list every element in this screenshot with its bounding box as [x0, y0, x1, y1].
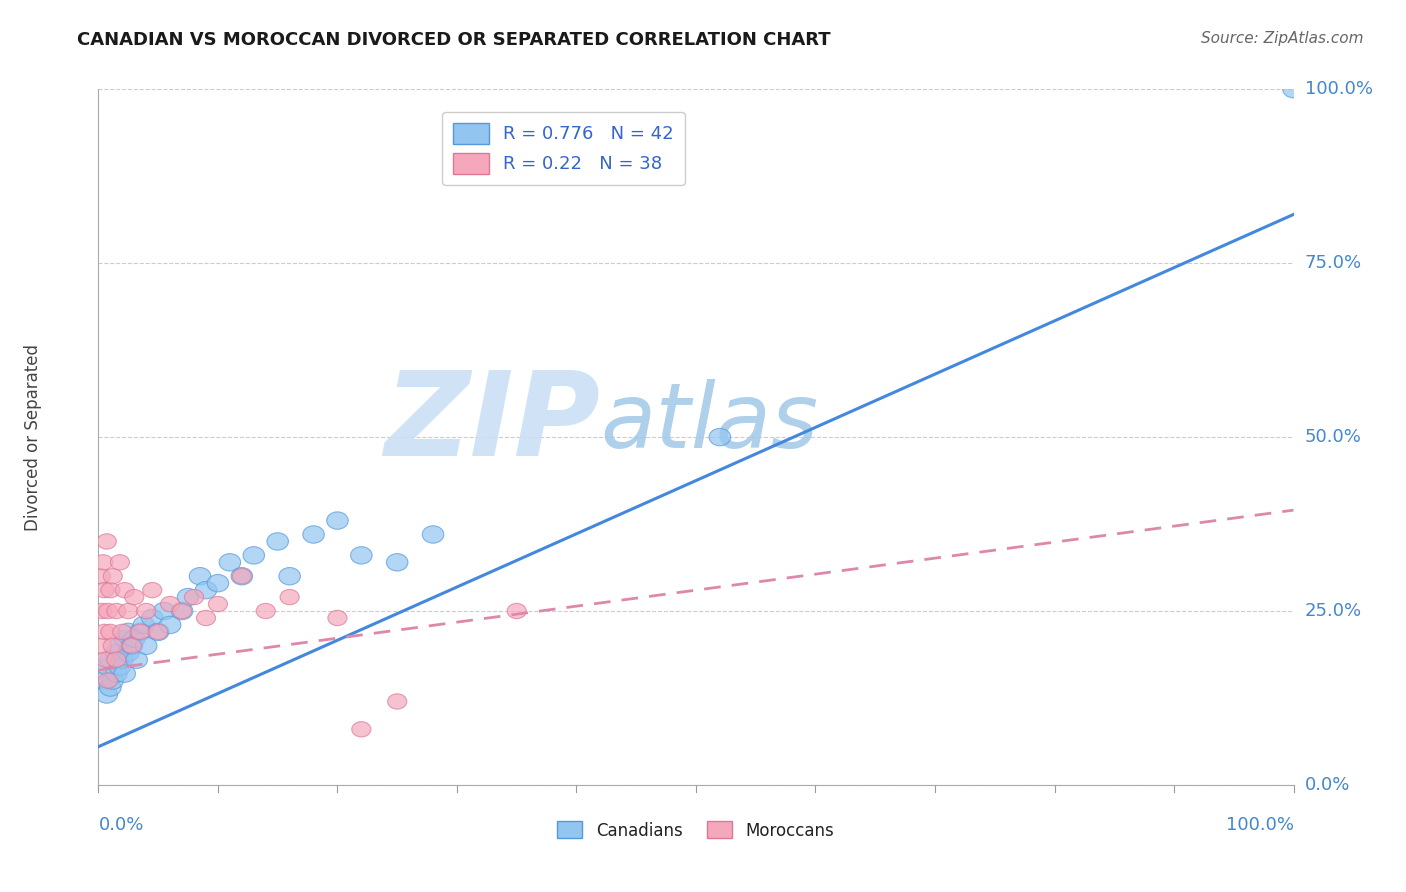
Ellipse shape — [326, 512, 349, 529]
Ellipse shape — [160, 597, 180, 612]
Ellipse shape — [302, 525, 325, 543]
Ellipse shape — [173, 603, 191, 619]
Ellipse shape — [107, 603, 127, 619]
Ellipse shape — [115, 582, 135, 598]
Ellipse shape — [135, 637, 157, 655]
Ellipse shape — [197, 610, 215, 625]
Ellipse shape — [422, 525, 444, 543]
Ellipse shape — [103, 568, 122, 584]
Ellipse shape — [101, 582, 120, 598]
Ellipse shape — [207, 574, 229, 592]
Text: ZIP: ZIP — [384, 366, 600, 481]
Ellipse shape — [110, 637, 131, 655]
Text: 100.0%: 100.0% — [1226, 815, 1294, 833]
Ellipse shape — [105, 644, 127, 662]
Text: Source: ZipAtlas.com: Source: ZipAtlas.com — [1201, 31, 1364, 46]
Ellipse shape — [129, 624, 150, 640]
Ellipse shape — [111, 651, 134, 668]
Ellipse shape — [267, 533, 288, 550]
Ellipse shape — [159, 616, 181, 633]
Ellipse shape — [134, 616, 155, 633]
Ellipse shape — [98, 673, 118, 689]
Ellipse shape — [125, 590, 143, 605]
Ellipse shape — [352, 722, 371, 737]
Ellipse shape — [1282, 80, 1305, 98]
Ellipse shape — [208, 597, 228, 612]
Ellipse shape — [195, 582, 217, 599]
Text: 50.0%: 50.0% — [1305, 428, 1361, 446]
Ellipse shape — [350, 547, 373, 564]
Ellipse shape — [142, 582, 162, 598]
Text: 0.0%: 0.0% — [1305, 776, 1350, 794]
Ellipse shape — [103, 672, 124, 690]
Ellipse shape — [118, 603, 138, 619]
Ellipse shape — [94, 672, 115, 690]
Ellipse shape — [153, 602, 174, 620]
Ellipse shape — [328, 610, 347, 625]
Text: CANADIAN VS MOROCCAN DIVORCED OR SEPARATED CORRELATION CHART: CANADIAN VS MOROCCAN DIVORCED OR SEPARAT… — [77, 31, 831, 49]
Ellipse shape — [148, 624, 169, 640]
Ellipse shape — [280, 590, 299, 605]
Ellipse shape — [231, 567, 253, 585]
Ellipse shape — [111, 555, 129, 570]
Ellipse shape — [256, 603, 276, 619]
Ellipse shape — [94, 582, 114, 598]
Ellipse shape — [177, 589, 198, 606]
Ellipse shape — [100, 651, 121, 668]
Ellipse shape — [100, 679, 121, 697]
Text: atlas: atlas — [600, 379, 818, 467]
Ellipse shape — [172, 602, 193, 620]
Ellipse shape — [232, 568, 252, 584]
Ellipse shape — [131, 624, 150, 640]
Ellipse shape — [93, 603, 111, 619]
Text: 0.0%: 0.0% — [98, 815, 143, 833]
Ellipse shape — [387, 554, 408, 571]
Ellipse shape — [278, 567, 301, 585]
Ellipse shape — [94, 624, 114, 640]
Ellipse shape — [388, 694, 406, 709]
Ellipse shape — [190, 567, 211, 585]
Ellipse shape — [142, 609, 163, 627]
Ellipse shape — [127, 651, 148, 668]
Ellipse shape — [118, 624, 139, 640]
Ellipse shape — [103, 638, 122, 654]
Ellipse shape — [96, 686, 118, 703]
Ellipse shape — [96, 652, 115, 667]
Ellipse shape — [114, 630, 135, 648]
Ellipse shape — [136, 603, 156, 619]
Ellipse shape — [243, 547, 264, 564]
Ellipse shape — [101, 624, 120, 640]
Ellipse shape — [118, 644, 139, 662]
Ellipse shape — [508, 603, 526, 619]
Ellipse shape — [98, 603, 118, 619]
Legend: Canadians, Moroccans: Canadians, Moroccans — [551, 814, 841, 847]
Text: 100.0%: 100.0% — [1305, 80, 1372, 98]
Ellipse shape — [709, 428, 731, 446]
Text: 25.0%: 25.0% — [1305, 602, 1362, 620]
Ellipse shape — [97, 533, 117, 549]
Ellipse shape — [110, 658, 131, 675]
Ellipse shape — [114, 665, 135, 682]
Ellipse shape — [122, 638, 142, 654]
Ellipse shape — [124, 630, 145, 648]
Ellipse shape — [97, 658, 118, 675]
Text: Divorced or Separated: Divorced or Separated — [24, 343, 42, 531]
Ellipse shape — [184, 590, 204, 605]
Ellipse shape — [112, 624, 132, 640]
Ellipse shape — [105, 665, 127, 682]
Ellipse shape — [121, 637, 142, 655]
Ellipse shape — [93, 638, 111, 654]
Ellipse shape — [91, 568, 111, 584]
Ellipse shape — [94, 555, 112, 570]
Text: 75.0%: 75.0% — [1305, 254, 1362, 272]
Ellipse shape — [149, 624, 167, 640]
Ellipse shape — [107, 652, 127, 667]
Ellipse shape — [219, 554, 240, 571]
